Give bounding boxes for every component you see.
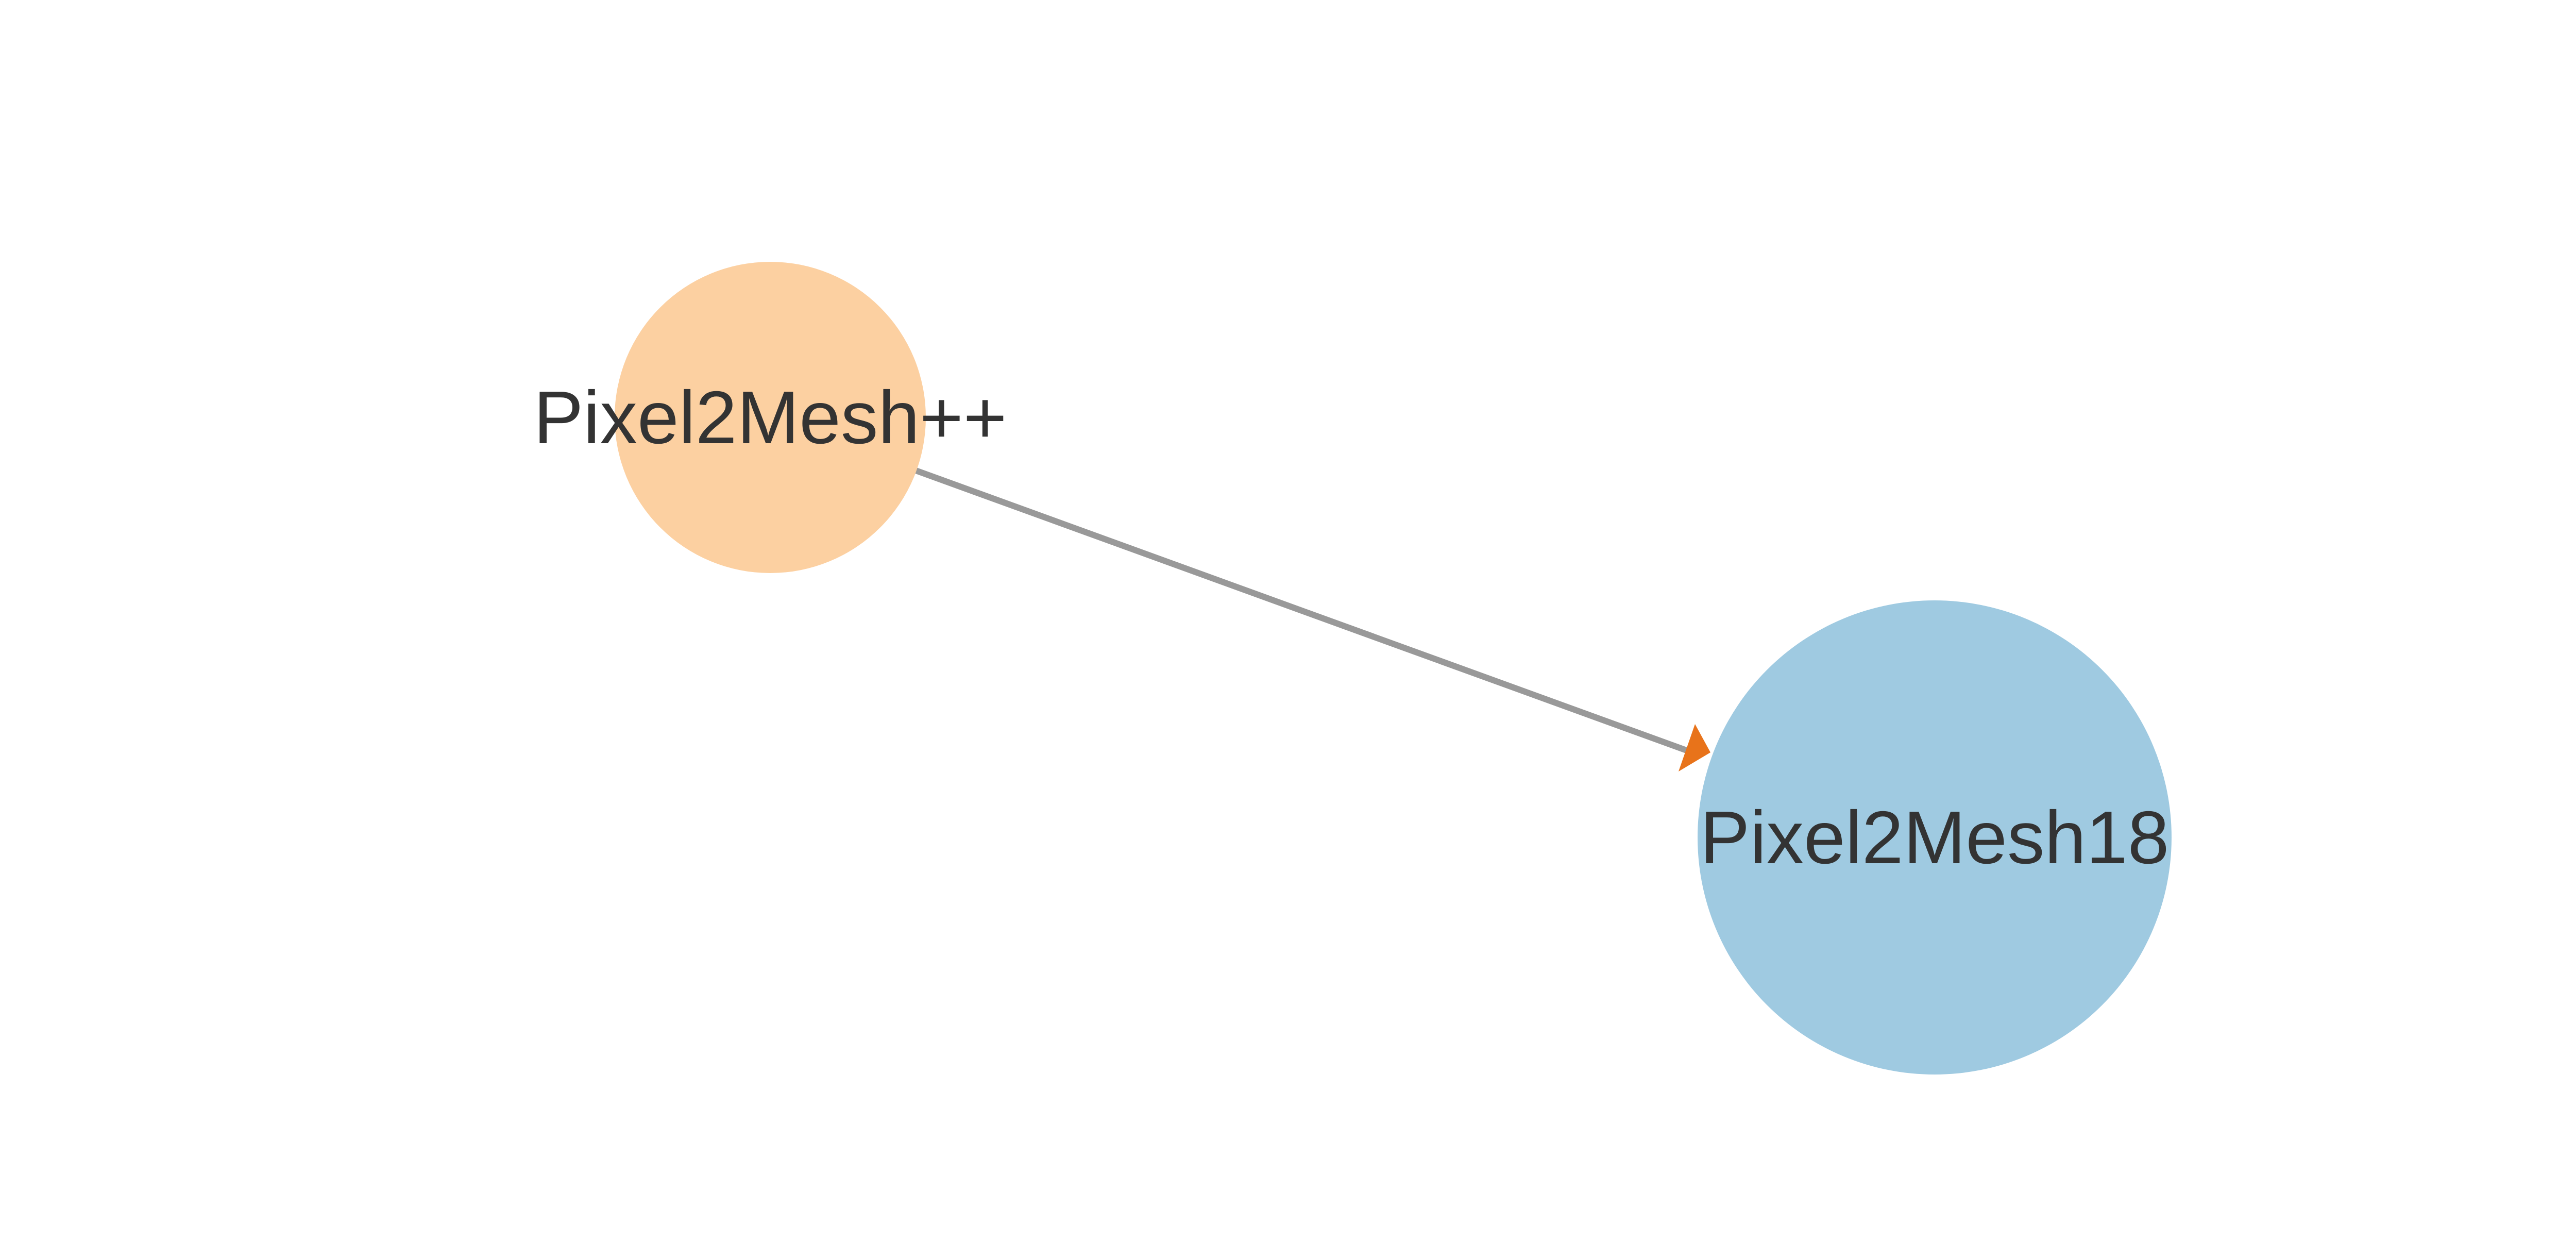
edge-line [911,467,1698,757]
node-circle [615,262,926,573]
arrowhead-icon [1679,724,1710,771]
node-circle [1698,600,2172,1075]
node-pixel2mesh-pp[interactable]: Pixel2Mesh++ [534,262,1007,573]
node-label: Pixel2Mesh++ [534,376,1007,459]
edge-pixel2mesh-pp-to-pixel2mesh18 [911,467,1710,771]
node-label: Pixel2Mesh18 [1700,796,2170,879]
node-pixel2mesh18[interactable]: Pixel2Mesh18 [1698,600,2172,1075]
